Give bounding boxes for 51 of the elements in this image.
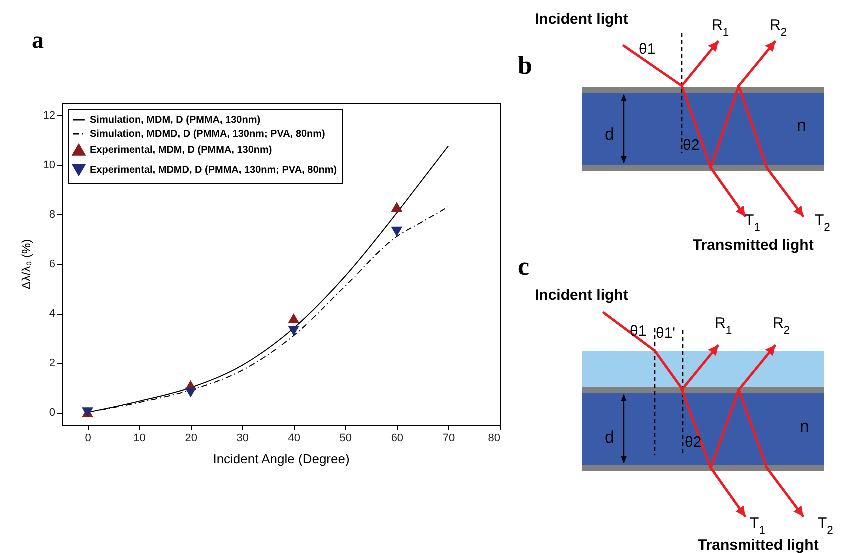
text: θ1 — [639, 41, 656, 58]
text: T$_{2}$ — [818, 515, 834, 537]
text: Transmitted light — [693, 237, 814, 254]
text: n — [797, 116, 806, 135]
point — [391, 202, 403, 212]
x-tick-label: 80 — [488, 432, 500, 444]
text: θ2 — [685, 434, 702, 451]
y-tick-label: 2 — [49, 358, 56, 370]
point — [288, 314, 300, 324]
text: θ2 — [683, 137, 700, 154]
text: d — [605, 125, 614, 144]
x-tick-label: 30 — [236, 432, 249, 444]
y-axis-title: Δλ/λ₀ (%) — [19, 239, 34, 290]
text: Incident light — [535, 11, 628, 28]
text: θ1' — [656, 325, 676, 342]
text: n — [800, 417, 810, 436]
text: T$_{1}$ — [750, 515, 766, 537]
x-tick-label: 10 — [134, 432, 146, 444]
x-tick-label: 20 — [185, 432, 198, 444]
y-tick-label: 6 — [49, 258, 56, 270]
legend-label: Simulation, MDMD, D (PMMA, 130nm; PVA, 80nm) — [90, 129, 326, 140]
text: R$_{2}$ — [770, 17, 788, 39]
x-tick-label: 60 — [391, 432, 404, 444]
y-tick-label: 10 — [43, 159, 56, 172]
legend-label: Experimental, MDMD, D (PMMA, 130nm; PVA, 80nm) — [90, 165, 338, 176]
text: d — [605, 428, 614, 447]
chart-title: a — [32, 28, 44, 54]
x-axis-title: Incident Angle (Degree) — [213, 452, 350, 466]
legend-label: Simulation, MDM, D (PMMA, 130nm) — [90, 115, 261, 126]
point — [288, 326, 300, 336]
x-tick-label: 70 — [442, 432, 456, 444]
point — [391, 226, 403, 237]
y-tick-label: 8 — [49, 208, 56, 221]
text: T$_{1}$ — [745, 212, 760, 234]
x-tick-label: 40 — [288, 432, 301, 444]
y-tick-label: 12 — [43, 110, 56, 122]
text: R$_{1}$ — [712, 17, 730, 39]
x-tick-label: 0 — [85, 432, 92, 444]
x-tick-label: 50 — [340, 432, 352, 444]
point — [185, 388, 197, 398]
y-tick-label: 4 — [49, 308, 56, 320]
text: R$_{1}$ — [715, 315, 732, 337]
text: T$_{2}$ — [815, 212, 830, 234]
text: Incident light — [535, 287, 628, 304]
text: R$_{2}$ — [773, 315, 790, 337]
text: θ1 — [630, 323, 647, 340]
text: Transmitted light — [698, 537, 819, 553]
y-tick-label: 0 — [49, 407, 56, 420]
text: c — [518, 252, 530, 281]
legend-label: Experimental, MDM, D (PMMA, 130nm) — [90, 145, 272, 156]
text: b — [518, 51, 532, 80]
